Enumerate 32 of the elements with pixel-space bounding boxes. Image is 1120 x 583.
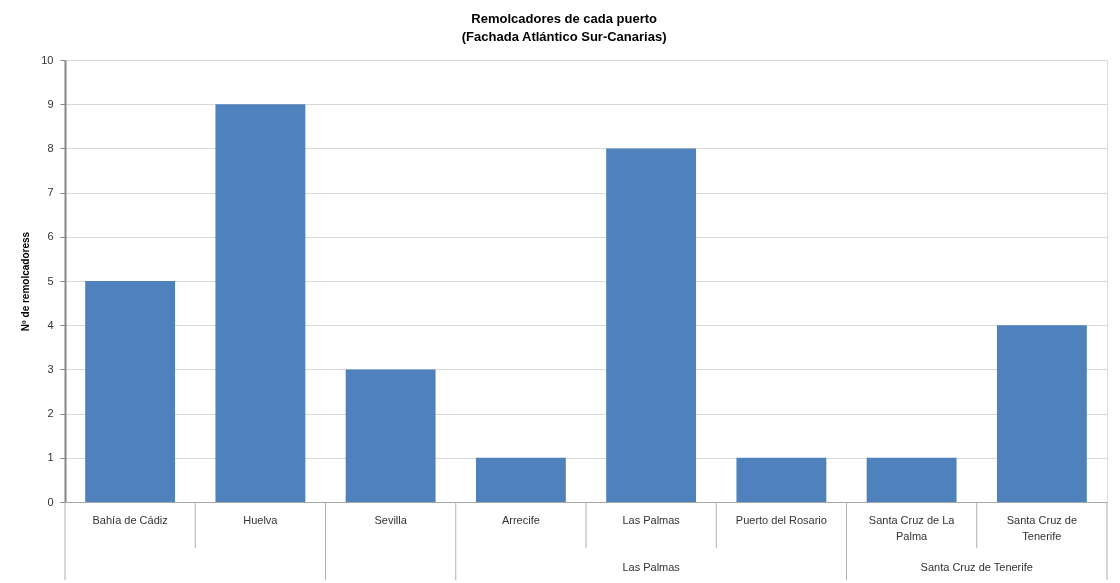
y-tick-label: 5: [47, 274, 54, 287]
x-tick-label: Las Palmas: [622, 513, 681, 526]
bar: [85, 281, 176, 502]
y-tick-label: 4: [47, 318, 54, 331]
x-tick-label: Bahía de Cádiz: [92, 513, 168, 526]
y-tick-label: 6: [47, 230, 54, 243]
x-tick-label: Santa Cruz de Tenerife: [1006, 513, 1078, 542]
y-tick-label: 8: [47, 141, 54, 154]
bar: [475, 457, 566, 502]
text: Santa Cruz de Tenerife: [920, 561, 1033, 573]
y-tick-label: 2: [47, 407, 54, 420]
bar: [736, 457, 827, 502]
chart-subtitle: (Fachada Atlántico Sur-Canarias): [461, 29, 667, 44]
bar: [996, 325, 1087, 502]
x-tick-label: Santa Cruz de La Palma: [868, 513, 956, 542]
y-tick-label: 10: [41, 53, 54, 66]
x-tick-label: Huelva: [243, 513, 279, 526]
y-tick-label: 0: [47, 495, 54, 508]
bar: [866, 457, 957, 502]
x-tick-label: Sevilla: [374, 513, 408, 526]
y-axis-title: Nº de remolcadoress: [20, 231, 32, 332]
text: Las Palmas: [622, 561, 681, 573]
y-tick-label: 7: [47, 186, 54, 199]
y-tick-label: 1: [47, 451, 54, 464]
bar: [345, 369, 436, 502]
x-tick-label: Puerto del Rosario: [735, 513, 827, 526]
x-tick-label: Arrecife: [501, 513, 540, 526]
bar: [606, 148, 697, 502]
bar: [215, 104, 306, 502]
y-tick-label: 3: [47, 362, 54, 375]
y-tick-label: 9: [47, 97, 54, 110]
chart-title: Remolcadores de cada puerto: [471, 11, 658, 26]
